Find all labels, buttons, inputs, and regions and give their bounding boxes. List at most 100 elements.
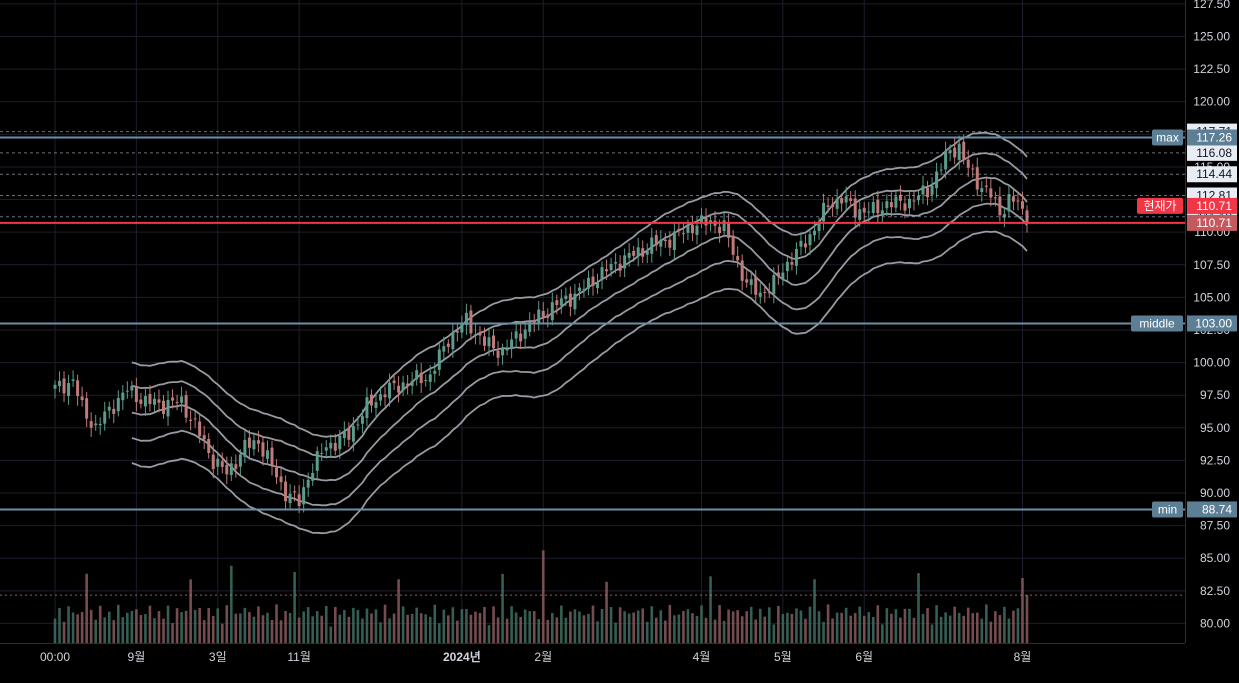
candle-body (840, 198, 844, 204)
x-tick-label: 5월 (774, 650, 792, 664)
level-price-label-box (1187, 315, 1237, 332)
volume-bar (636, 610, 640, 643)
candle-body (302, 487, 306, 505)
candle-body (826, 205, 830, 207)
volume-bar (383, 604, 387, 643)
candle-body (528, 321, 532, 332)
candle-body (288, 493, 292, 504)
candle-body (220, 461, 224, 467)
candle-body (121, 392, 125, 401)
volume-bar (912, 617, 916, 643)
candle-body (252, 440, 256, 450)
candle-body (58, 380, 62, 387)
candle-body (668, 239, 672, 248)
volume-bar (966, 607, 970, 643)
x-tick-label: 4월 (693, 650, 711, 664)
x-axis[interactable]: 00:00 9월 3일 11월 2024년 2월 4월 5월 6월 8월 (40, 650, 1031, 664)
volume-bar (230, 565, 233, 643)
candle-body (582, 288, 586, 290)
volume-bar (53, 618, 57, 643)
volume-bar (587, 613, 590, 643)
volume-bar (731, 611, 735, 643)
candle-body (67, 382, 71, 396)
candle-body (690, 224, 694, 234)
candle-body (564, 295, 568, 300)
candle-body (695, 225, 699, 235)
candle-body (776, 272, 780, 277)
volume-bar (917, 573, 920, 643)
y-axis[interactable]: 127.50125.00122.50120.00117.50115.00112.… (1193, 0, 1230, 630)
volume-bar (609, 606, 613, 643)
candle-body (749, 279, 753, 286)
y-tick-label: 85.00 (1200, 551, 1230, 565)
candle-body (279, 476, 283, 483)
candle-body (663, 239, 667, 242)
x-tick-label: 11월 (287, 650, 311, 664)
volume-bar (763, 616, 767, 643)
volume-bar (266, 612, 269, 643)
volume-bar (107, 611, 111, 643)
volume-bar (709, 576, 712, 643)
candle-body (415, 370, 419, 380)
candle-body (198, 421, 202, 437)
envelope-bands (131, 131, 1028, 535)
volume-bar (505, 618, 509, 643)
volume-bar (858, 606, 862, 643)
volume-bar (189, 579, 192, 643)
candle-body (586, 277, 590, 289)
candle-body (596, 282, 600, 289)
volume-bar (700, 605, 703, 643)
candle-body (134, 387, 138, 402)
candle-body (510, 339, 514, 349)
candle-body (926, 187, 930, 198)
candle-body (275, 467, 279, 478)
y-tick-label: 120.00 (1193, 95, 1230, 109)
volume-bar (139, 614, 143, 643)
volume-bars (53, 550, 1029, 643)
candle-body (469, 310, 473, 334)
right-price-label-text: 116.08 (1196, 146, 1232, 160)
volume-bar (180, 612, 183, 643)
volume-bar (808, 606, 812, 643)
volume-bar (591, 605, 595, 643)
volume-bar (1007, 618, 1011, 643)
envelope-band-line (131, 152, 1028, 459)
candle-body (550, 302, 554, 321)
candle-body (645, 251, 649, 255)
volume-bar (618, 607, 622, 643)
candle-body (686, 225, 690, 233)
candle-body (89, 421, 93, 428)
volume-bar (926, 608, 929, 643)
volume-bar (885, 608, 889, 643)
volume-bar (460, 609, 464, 643)
volume-bar (311, 616, 314, 643)
candle-body (577, 287, 581, 292)
volume-bar (58, 607, 61, 643)
candle-body (862, 207, 866, 213)
candle-body (699, 215, 703, 224)
volume-bar (148, 605, 152, 643)
y-tick-label: 80.00 (1200, 616, 1230, 630)
candle-body (487, 337, 491, 347)
x-tick-label: 3일 (209, 650, 227, 664)
y-tick-label: 125.00 (1193, 30, 1230, 44)
candle-body (568, 293, 572, 307)
candle-body (107, 406, 111, 411)
candle-body (184, 395, 188, 418)
candle-body (171, 397, 175, 401)
volume-bar (772, 624, 776, 643)
candle-body (460, 323, 464, 333)
candle-body (609, 263, 613, 271)
candle-body (672, 231, 676, 251)
candle-body (627, 252, 631, 258)
candle-body (921, 185, 925, 195)
candle-body (505, 348, 509, 351)
candle-body (948, 150, 952, 153)
candle-body (944, 151, 948, 170)
candle-body (71, 379, 75, 381)
y-tick-label: 97.50 (1200, 388, 1230, 402)
level-name-text: max (1156, 130, 1179, 144)
candle-body (451, 332, 455, 350)
volume-bar (135, 609, 138, 643)
